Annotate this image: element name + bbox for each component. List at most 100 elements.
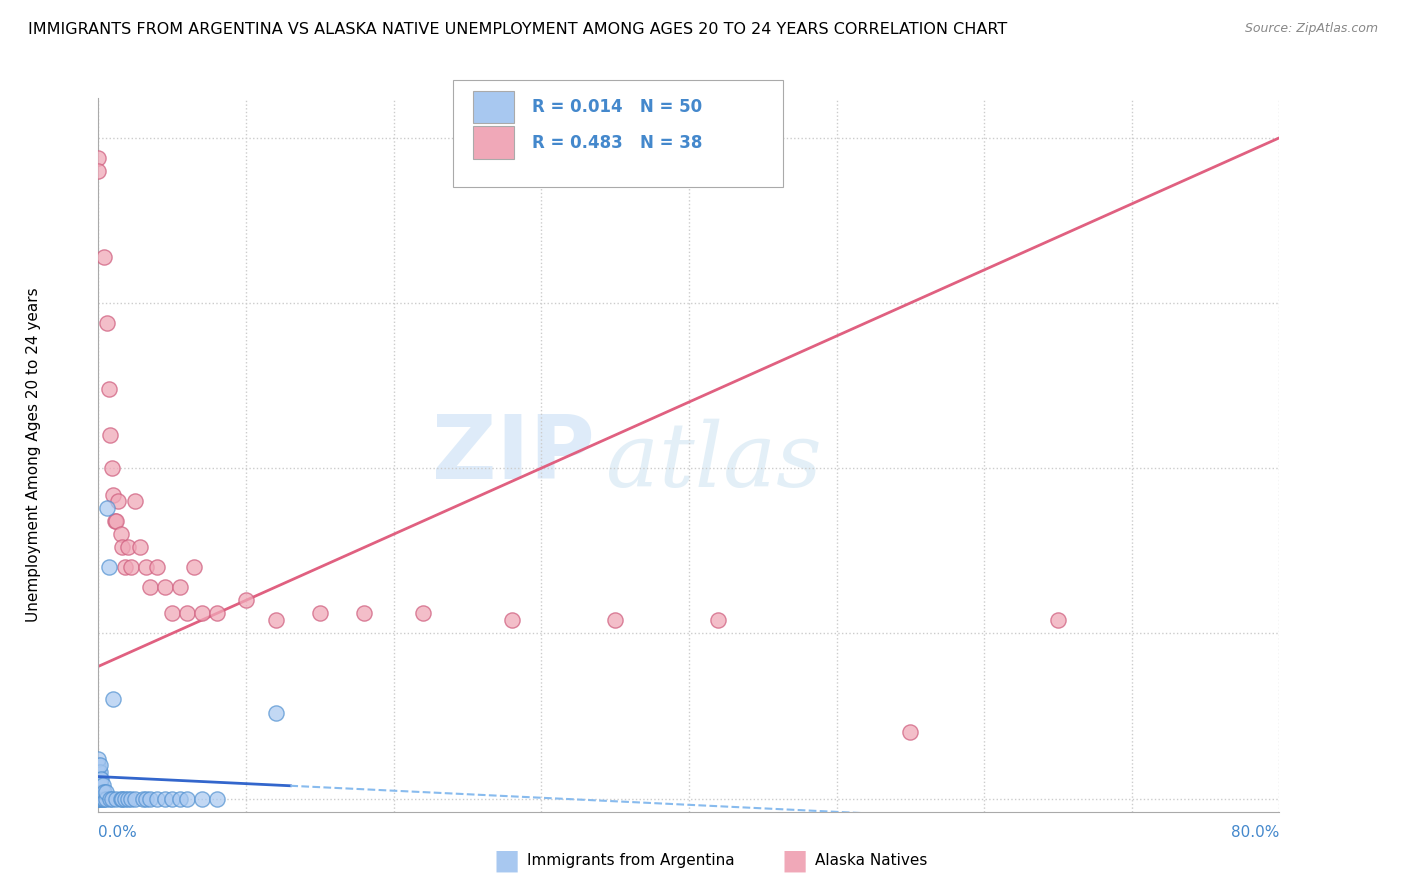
Point xyxy=(87,758,110,772)
Point xyxy=(111,541,134,555)
Point xyxy=(105,514,128,528)
Point xyxy=(91,785,114,799)
Point xyxy=(114,791,136,805)
Text: Unemployment Among Ages 20 to 24 years: Unemployment Among Ages 20 to 24 years xyxy=(25,287,41,623)
Text: ■: ■ xyxy=(782,847,807,875)
Point xyxy=(110,527,132,541)
Point xyxy=(89,785,111,799)
Point xyxy=(128,541,150,555)
Point xyxy=(111,791,134,805)
Point xyxy=(87,752,110,766)
Text: Source: ZipAtlas.com: Source: ZipAtlas.com xyxy=(1244,22,1378,36)
Point xyxy=(139,580,162,594)
Point xyxy=(87,785,110,799)
FancyBboxPatch shape xyxy=(453,80,783,187)
Point xyxy=(707,613,730,627)
Point xyxy=(104,514,127,528)
Point xyxy=(94,791,117,805)
Point xyxy=(90,791,112,805)
Text: R = 0.014   N = 50: R = 0.014 N = 50 xyxy=(531,98,702,116)
Point xyxy=(100,791,122,805)
Point xyxy=(93,785,115,799)
Point xyxy=(89,778,111,792)
Point xyxy=(153,580,176,594)
Point xyxy=(176,607,198,621)
Point xyxy=(89,765,111,780)
Point xyxy=(124,494,146,508)
Point xyxy=(94,785,117,799)
Point xyxy=(100,461,122,475)
Point xyxy=(501,613,523,627)
Point xyxy=(87,791,110,805)
Text: 80.0%: 80.0% xyxy=(1232,825,1279,840)
Point xyxy=(900,725,922,739)
Point xyxy=(176,791,198,805)
Point xyxy=(235,593,257,607)
Point xyxy=(162,791,183,805)
Point xyxy=(89,758,111,772)
Point xyxy=(114,560,136,574)
Point xyxy=(91,778,114,792)
Text: Alaska Natives: Alaska Natives xyxy=(815,854,928,868)
Point xyxy=(87,785,110,799)
Point xyxy=(87,791,110,805)
Text: Immigrants from Argentina: Immigrants from Argentina xyxy=(527,854,735,868)
Point xyxy=(146,560,169,574)
Point xyxy=(87,151,110,165)
Point xyxy=(205,607,228,621)
Point xyxy=(97,560,120,574)
Point xyxy=(90,785,112,799)
Point xyxy=(146,791,169,805)
Point xyxy=(89,772,111,786)
Point xyxy=(89,791,111,805)
Point xyxy=(98,791,121,805)
Point xyxy=(90,772,112,786)
Point xyxy=(124,791,146,805)
Point xyxy=(120,791,142,805)
Point xyxy=(191,607,214,621)
Point xyxy=(135,791,157,805)
Point xyxy=(96,500,118,515)
Point xyxy=(87,772,110,786)
Point xyxy=(309,607,332,621)
Point xyxy=(120,560,142,574)
Point xyxy=(169,791,191,805)
Point xyxy=(162,607,183,621)
Point xyxy=(93,791,115,805)
Point xyxy=(117,541,139,555)
Bar xyxy=(472,91,515,123)
Point xyxy=(205,791,228,805)
Text: 0.0%: 0.0% xyxy=(98,825,138,840)
Point xyxy=(1046,613,1069,627)
Point xyxy=(412,607,434,621)
Point xyxy=(183,560,205,574)
Point xyxy=(264,706,287,720)
Point xyxy=(87,778,110,792)
Point xyxy=(90,778,112,792)
Point xyxy=(117,791,139,805)
Point xyxy=(87,778,110,792)
Point xyxy=(93,250,115,264)
Point xyxy=(132,791,155,805)
Point xyxy=(105,791,128,805)
Point xyxy=(191,791,214,805)
Text: IMMIGRANTS FROM ARGENTINA VS ALASKA NATIVE UNEMPLOYMENT AMONG AGES 20 TO 24 YEAR: IMMIGRANTS FROM ARGENTINA VS ALASKA NATI… xyxy=(28,22,1007,37)
Text: R = 0.483   N = 38: R = 0.483 N = 38 xyxy=(531,134,702,152)
Text: ZIP: ZIP xyxy=(432,411,595,499)
Point xyxy=(87,163,110,178)
Point xyxy=(103,692,125,706)
Point xyxy=(87,765,110,780)
Point xyxy=(169,580,191,594)
Point xyxy=(97,382,120,396)
Point xyxy=(96,316,118,330)
Point xyxy=(103,487,125,501)
Point xyxy=(139,791,162,805)
Point xyxy=(98,428,121,442)
Bar xyxy=(472,127,515,159)
Point xyxy=(264,613,287,627)
Point xyxy=(353,607,375,621)
Point xyxy=(605,613,627,627)
Point xyxy=(91,791,114,805)
Point xyxy=(110,791,132,805)
Text: atlas: atlas xyxy=(606,418,823,506)
